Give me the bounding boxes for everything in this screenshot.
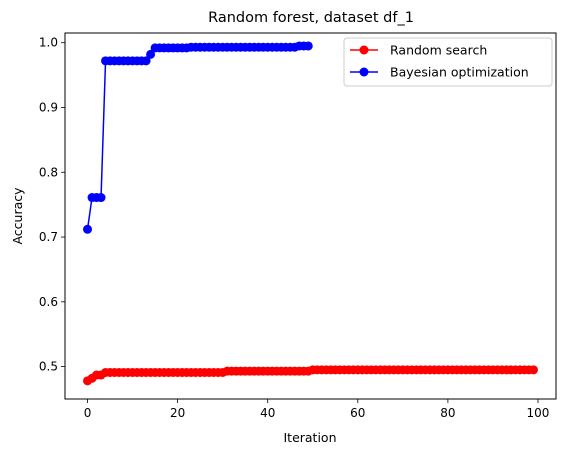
plot-area — [65, 33, 556, 399]
axes-background — [65, 33, 556, 399]
x-tick-label: 40 — [260, 406, 275, 420]
x-tick-label: 80 — [440, 406, 455, 420]
y-tick-label: 0.9 — [39, 100, 58, 114]
y-tick-label: 0.6 — [39, 295, 58, 309]
x-tick-label: 20 — [170, 406, 185, 420]
y-tick-label: 0.5 — [39, 360, 58, 374]
legend-label-bayesian-optimization: Bayesian optimization — [390, 65, 529, 80]
x-tick-label: 0 — [84, 406, 92, 420]
chart-title: Random forest, dataset df_1 — [208, 10, 414, 26]
data-point-bayesian-optimization — [146, 49, 156, 59]
axes-frame — [64, 32, 557, 400]
axes-border — [64, 32, 557, 400]
legend-marker-bayesian-optimization — [359, 67, 369, 77]
y-tick-label: 0.8 — [39, 165, 58, 179]
series-random-search — [83, 365, 538, 386]
data-point-bayesian-optimization — [141, 56, 151, 66]
y-axis-label: Accuracy — [10, 187, 25, 245]
legend-marker-random-search — [359, 45, 369, 55]
legend: Random search Bayesian optimization — [343, 37, 553, 87]
y-tick-label: 0.7 — [39, 230, 58, 244]
series-bayesian-optimization — [83, 41, 313, 234]
data-point-bayesian-optimization — [303, 41, 313, 51]
x-tick-label: 60 — [350, 406, 365, 420]
series-layer — [83, 41, 538, 386]
y-tick-label: 1.0 — [39, 36, 58, 50]
data-point-random-search — [528, 365, 538, 375]
x-axis-ticks: 0 20 40 60 80 100 — [84, 399, 550, 420]
x-tick-label: 100 — [527, 406, 550, 420]
data-point-bayesian-optimization — [96, 193, 106, 203]
data-point-bayesian-optimization — [83, 224, 93, 234]
y-axis-ticks: 0.5 0.6 0.7 0.8 0.9 1.0 — [39, 36, 65, 374]
legend-label-random-search: Random search — [390, 43, 487, 58]
legend-box — [343, 37, 553, 87]
x-axis-label: Iteration — [283, 430, 336, 445]
